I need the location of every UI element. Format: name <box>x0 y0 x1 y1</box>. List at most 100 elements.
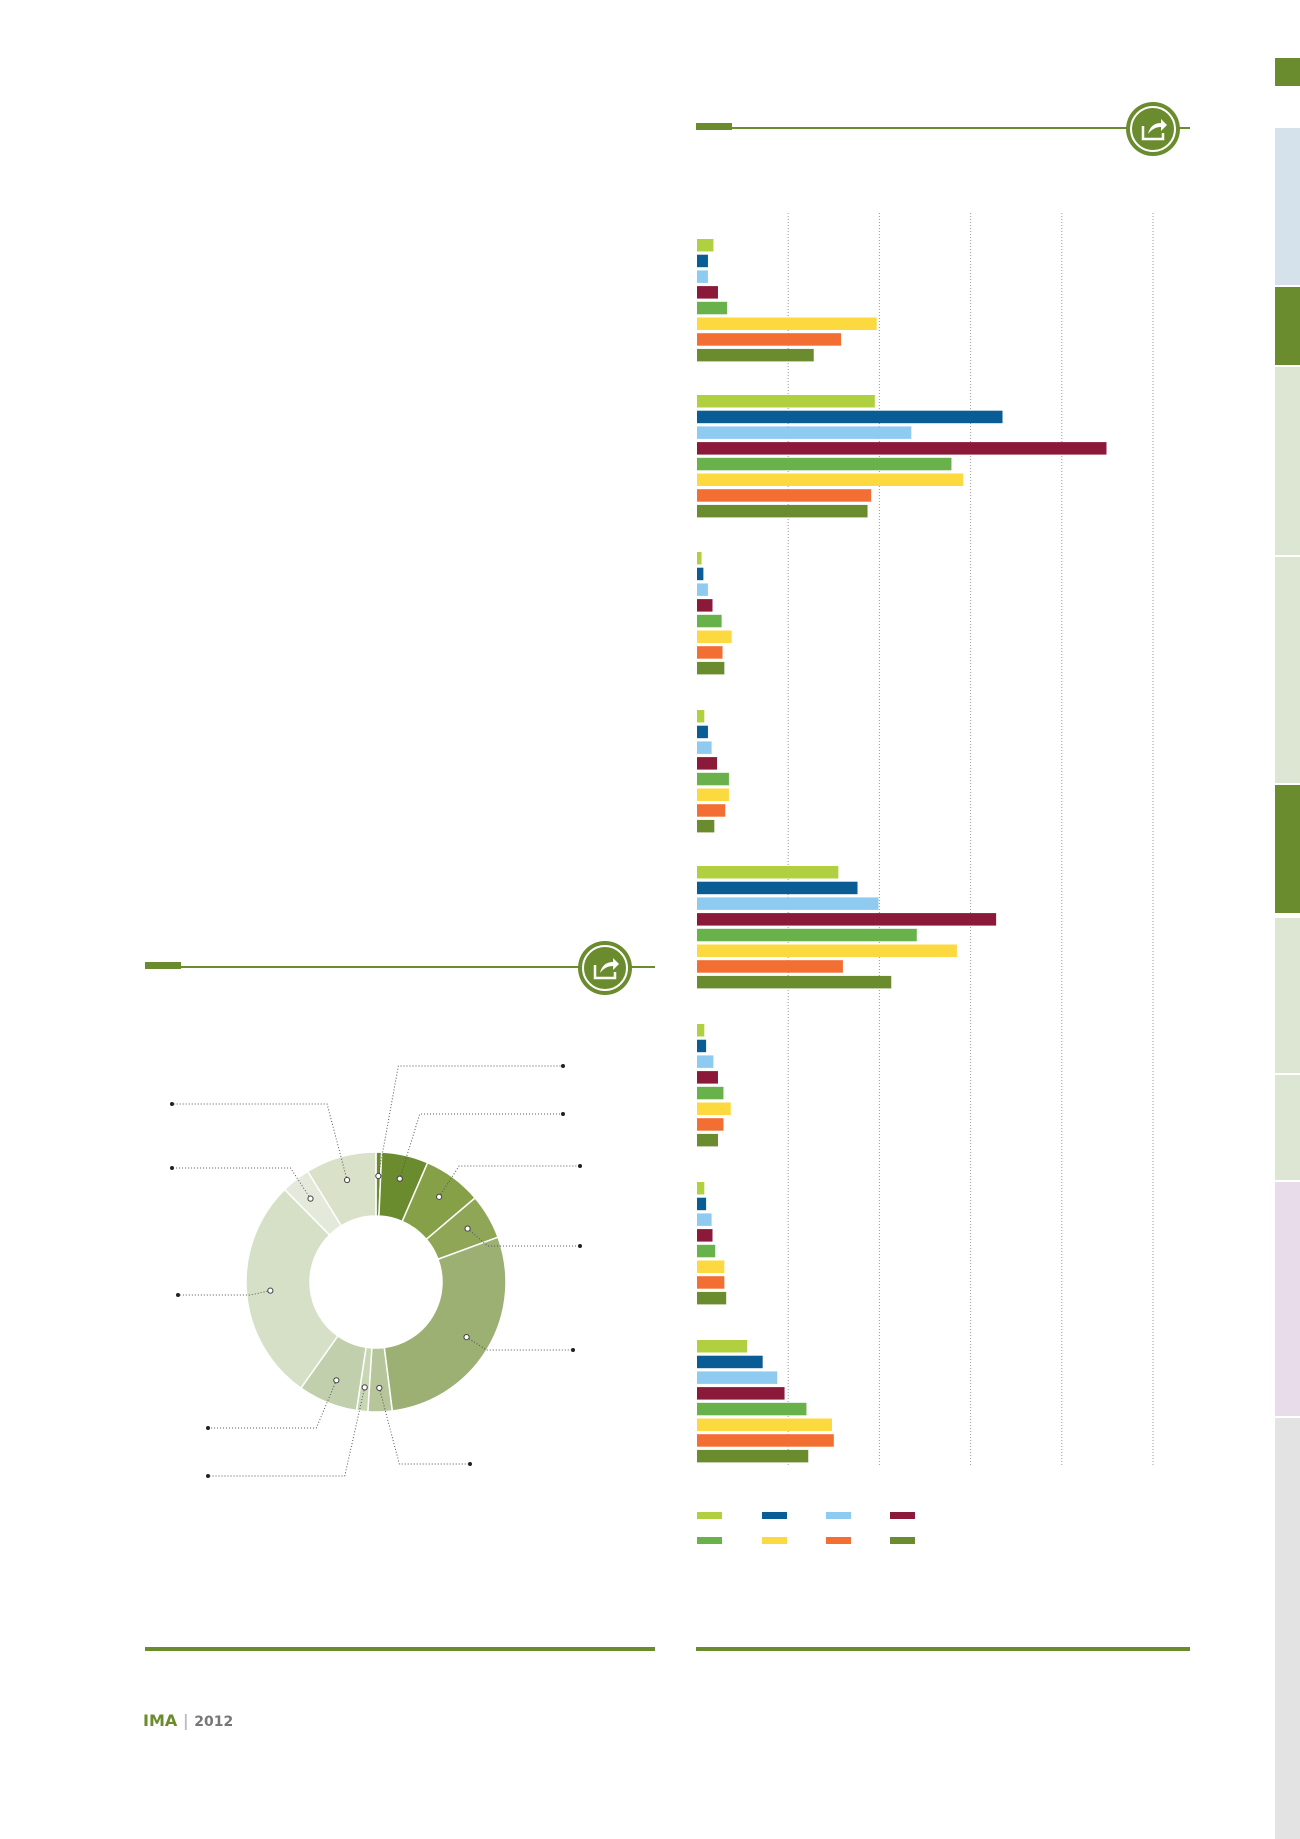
bar-g3-s7 <box>697 646 723 659</box>
donut-leader-end-8 <box>206 1426 210 1430</box>
bar-g4-s4 <box>697 757 718 770</box>
brand-logo: IMA | 2012 <box>143 1711 234 1730</box>
bar-g7-s3 <box>697 1213 712 1226</box>
section-rule-donut <box>145 966 655 968</box>
section-rule-donut-accent <box>145 962 181 969</box>
footer-rule-left <box>145 1647 655 1651</box>
section-rule-top-accent <box>696 123 732 130</box>
bar-g2-s2 <box>697 410 1003 424</box>
bar-g8-s4 <box>697 1387 785 1400</box>
bar-g6-s3 <box>697 1055 714 1068</box>
bar-g4-s3 <box>697 741 712 754</box>
donut-leader-end-3 <box>578 1164 582 1168</box>
bar-g5-s1 <box>697 866 839 879</box>
sidebar-tab-7[interactable] <box>1275 918 1300 1073</box>
donut-leader-end-1 <box>561 1064 565 1068</box>
bar-g8-s6 <box>697 1418 832 1431</box>
donut-leader-end-7 <box>206 1474 210 1478</box>
bar-g6-s2 <box>697 1039 707 1053</box>
bar-g5-s2 <box>697 881 858 895</box>
share-button-donut[interactable] <box>578 941 632 995</box>
bar-g4-s6 <box>697 788 729 801</box>
sidebar-tab-6[interactable] <box>1275 785 1300 913</box>
donut-leader-anchor-3 <box>436 1193 443 1200</box>
donut-leader-11 <box>172 1103 348 1181</box>
donut-leader-1 <box>377 1065 563 1177</box>
brand-year: 2012 <box>194 1714 234 1730</box>
donut-leader-5 <box>466 1336 573 1351</box>
legend-swatch-3 <box>826 1512 851 1519</box>
footer-rule-right <box>696 1647 1190 1651</box>
donut-leader-anchor-2 <box>396 1175 403 1182</box>
donut-leader-anchor-7 <box>361 1384 368 1391</box>
bar-g3-s6 <box>697 630 732 643</box>
sidebar-tab-2[interactable] <box>1275 128 1300 285</box>
sidebar-tab-3[interactable] <box>1275 287 1300 365</box>
donut-leader-end-5 <box>571 1348 575 1352</box>
bar-g1-s6 <box>697 317 877 330</box>
bar-g7-s6 <box>697 1260 725 1273</box>
sidebar-tab-9[interactable] <box>1275 1182 1300 1416</box>
donut-leader-anchor-9 <box>267 1287 274 1294</box>
sidebar-tab-4[interactable] <box>1275 367 1300 555</box>
donut-leader-anchor-6 <box>376 1384 383 1392</box>
bar-g2-s1 <box>697 395 875 408</box>
sidebar-tab-10[interactable] <box>1275 1418 1300 1839</box>
bar-g4-s2 <box>697 725 708 739</box>
bar-g3-s4 <box>697 599 713 612</box>
donut-leader-3 <box>438 1165 580 1198</box>
donut-leader-end-9 <box>176 1293 180 1297</box>
legend-swatch-2 <box>762 1512 787 1519</box>
donut-leader-anchor-1 <box>375 1172 382 1180</box>
bar-g1-s4 <box>697 286 718 299</box>
donut-leader-anchor-11 <box>343 1176 351 1184</box>
bar-g4-s1 <box>697 710 705 723</box>
bar-g3-s3 <box>697 583 708 596</box>
sidebar-tab-1[interactable] <box>1275 58 1300 86</box>
share-ring <box>582 945 628 991</box>
bar-g8-s8 <box>697 1449 809 1463</box>
bar-g8-s7 <box>697 1434 834 1447</box>
bar-g7-s5 <box>697 1244 716 1258</box>
bar-g8-s2 <box>697 1355 763 1369</box>
bar-g3-s1 <box>697 552 702 565</box>
donut-slice-11 <box>306 1151 377 1227</box>
donut-slice-9 <box>245 1188 339 1390</box>
share-ring <box>1130 106 1176 152</box>
bar-g1-s8 <box>697 348 814 362</box>
bar-g2-s6 <box>697 473 964 486</box>
bar-g7-s1 <box>697 1182 705 1195</box>
sidebar-tab-5[interactable] <box>1275 557 1300 783</box>
bar-g2-s5 <box>697 457 952 471</box>
donut-leader-end-6 <box>468 1462 472 1466</box>
bar-g5-s7 <box>697 960 843 973</box>
donut-leader-anchor-5 <box>463 1334 470 1341</box>
section-rule-top <box>696 127 1190 129</box>
donut-leader-6 <box>378 1387 470 1465</box>
share-button-top[interactable] <box>1126 102 1180 156</box>
donut-leader-10 <box>172 1167 311 1199</box>
bar-g2-s7 <box>697 489 872 502</box>
donut-leader-end-11 <box>170 1102 174 1106</box>
sidebar-tab-8[interactable] <box>1275 1075 1300 1180</box>
legend-swatch-5 <box>697 1537 722 1544</box>
brand-logo-text: IMA <box>143 1711 178 1730</box>
bar-g5-s4 <box>697 913 997 926</box>
bar-g8-s3 <box>697 1371 778 1384</box>
donut-leader-end-4 <box>578 1244 582 1248</box>
bar-g7-s8 <box>697 1291 727 1305</box>
donut-leader-end-2 <box>561 1112 565 1116</box>
share-icon <box>1141 119 1167 141</box>
bar-g2-s4 <box>697 442 1107 455</box>
bar-g3-s5 <box>697 614 722 628</box>
donut-leader-anchor-10 <box>307 1195 314 1202</box>
bar-g6-s5 <box>697 1086 724 1100</box>
bar-g6-s1 <box>697 1024 705 1037</box>
bar-g2-s8 <box>697 504 868 518</box>
bar-g1-s3 <box>697 270 708 283</box>
bar-g1-s2 <box>697 254 708 268</box>
bar-g2-s3 <box>697 426 912 439</box>
bar-g6-s8 <box>697 1133 718 1147</box>
